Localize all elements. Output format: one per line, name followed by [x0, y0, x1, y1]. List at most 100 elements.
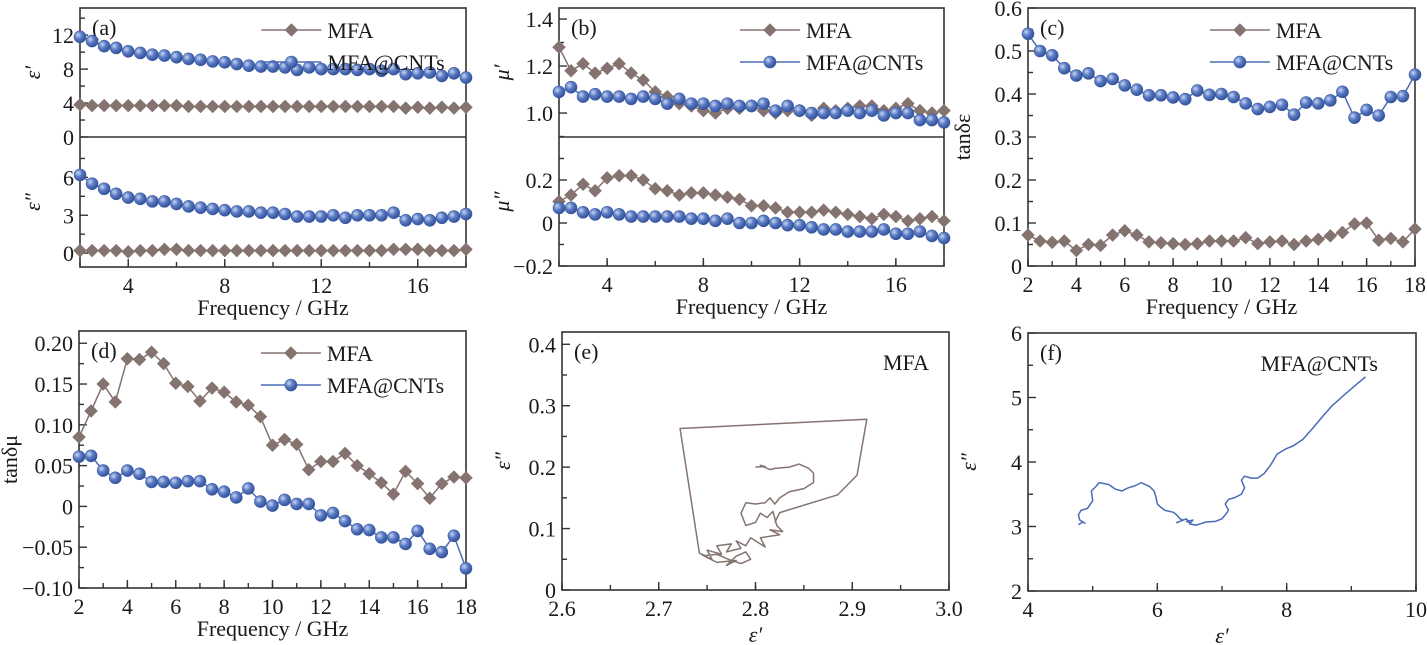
- cnt-sphere-marker: [937, 231, 951, 245]
- cnt-sphere-marker: [648, 92, 662, 106]
- mfa-diamond-marker: [108, 395, 123, 409]
- cnt-sphere-marker: [435, 69, 449, 83]
- mfa-diamond-marker: [120, 351, 135, 366]
- x-tick-label: 2: [74, 594, 85, 619]
- cnt-sphere-marker: [624, 92, 638, 106]
- cnt-sphere-marker: [194, 201, 207, 214]
- mfa-diamond-marker: [1347, 217, 1362, 231]
- cnt-sphere-marker: [194, 53, 207, 67]
- panel-c: (c) 2 4 6 8 10 12 14 16 18 Frequency / GHz 0 0.1 0.2 0…: [950, 0, 1426, 319]
- cnt-sphere-marker: [229, 491, 243, 504]
- mfa-diamond-marker: [684, 186, 699, 200]
- y-tick-label: 2: [1011, 579, 1022, 604]
- cnt-sphere-marker: [218, 203, 232, 217]
- x-tick-label: 18: [1404, 272, 1426, 297]
- mfa-diamond-marker: [1081, 237, 1096, 252]
- cnt-sphere-marker: [350, 522, 364, 536]
- cnt-sphere-marker: [660, 210, 674, 223]
- mfa-diamond-marker: [253, 409, 268, 424]
- cnt-sphere-marker: [733, 216, 746, 230]
- cnt-sphere-marker: [757, 97, 770, 110]
- mfa-diamond-marker: [864, 211, 879, 226]
- cnt-sphere-marker: [193, 474, 207, 488]
- mfa-diamond-marker: [302, 99, 317, 114]
- cnt-sphere-marker: [1191, 84, 1204, 97]
- cnt-sphere-marker: [853, 106, 867, 120]
- mfa-diamond-marker: [217, 385, 231, 400]
- y-tick-label: 0.2: [529, 455, 557, 480]
- subplot-real: [552, 40, 951, 129]
- x-tick-label: 2: [1023, 272, 1034, 297]
- x-axis-title: Frequency / GHz: [197, 616, 349, 641]
- cnt-sphere-marker: [314, 62, 328, 76]
- x-tick-label: 6: [170, 594, 181, 619]
- y-tick-label: 0.2: [526, 168, 554, 193]
- mfa-diamond-marker: [889, 209, 903, 224]
- cnt-sphere-marker: [254, 495, 267, 508]
- mfa-diamond-marker: [1154, 235, 1168, 250]
- cnt-sphere-marker: [1215, 87, 1228, 101]
- cnt-sphere-marker: [600, 205, 614, 219]
- x-tick-label: 2.7: [645, 596, 673, 621]
- cnt-sphere-marker: [829, 106, 843, 120]
- y-axis-title: tanδμ: [0, 435, 22, 484]
- mfa-diamond-marker: [447, 101, 461, 115]
- cnt-sphere-marker: [1021, 27, 1035, 41]
- cnt-sphere-marker: [1384, 90, 1398, 104]
- legend-entry-mfa-cnts: MFA@CNTs: [1209, 50, 1393, 75]
- cnt-sphere-marker: [841, 225, 855, 238]
- mfa-diamond-marker: [588, 183, 602, 198]
- mfa-diamond-marker: [266, 99, 280, 114]
- cnt-sphere-marker: [1372, 109, 1386, 122]
- x-tick-label: 4: [1023, 597, 1034, 622]
- cnt-sphere-marker: [1142, 88, 1156, 102]
- cnt-sphere-marker: [278, 207, 292, 221]
- mfa-diamond-marker: [636, 173, 651, 187]
- mfa-diamond-marker: [229, 243, 244, 258]
- mfa-diamond-marker: [374, 243, 389, 258]
- cnt-sphere-marker: [1360, 103, 1373, 117]
- panel-label: (d): [91, 338, 117, 363]
- cnt-sphere-marker: [1263, 100, 1277, 114]
- cnt-sphere-marker: [636, 90, 650, 103]
- y-tick-label: 3: [1011, 515, 1022, 540]
- y-tick-label: 0: [63, 241, 74, 266]
- mfa-diamond-marker: [338, 243, 353, 258]
- mfa-diamond-marker: [564, 63, 578, 78]
- mfa-diamond-marker: [1233, 23, 1247, 37]
- mfa-diamond-marker: [624, 168, 639, 183]
- cnt-sphere-marker: [1178, 92, 1192, 106]
- mfa-diamond-marker: [1214, 234, 1229, 248]
- mfa-diamond-marker: [1335, 225, 1350, 240]
- x-tick-label: 2.8: [742, 596, 770, 621]
- cnt-sphere-marker: [1203, 88, 1216, 102]
- y-tick-label: 0.2: [995, 168, 1023, 193]
- cnt-sphere-marker: [205, 482, 219, 496]
- mfa-diamond-marker: [181, 99, 196, 114]
- x-axis-title: Frequency / GHz: [676, 294, 828, 319]
- cnt-sphere-marker: [865, 225, 879, 238]
- panel-b: (b) 4 8 12 16 Frequency / GHz 1.0 1.2 1.4 μ′ −0.2 0…: [489, 7, 951, 319]
- cnt-sphere-marker: [85, 177, 99, 190]
- y-tick-label: 0.15: [35, 372, 74, 397]
- y-tick-label: 0.20: [35, 331, 74, 356]
- cnt-sphere-marker: [576, 205, 590, 219]
- mfa-diamond-marker: [1371, 233, 1386, 248]
- mfa-diamond-marker: [422, 243, 437, 258]
- cnt-sphere-marker: [1154, 88, 1168, 102]
- mfa-diamond-marker: [1178, 237, 1193, 252]
- mfa-diamond-marker: [1238, 230, 1253, 245]
- panel-label: (a): [92, 15, 116, 40]
- mfa-diamond-marker: [386, 242, 401, 257]
- cnt-sphere-marker: [108, 471, 122, 485]
- cnt-sphere-marker: [1251, 102, 1265, 116]
- mfa-diamond-marker: [937, 213, 951, 228]
- mfa-diamond-marker: [241, 398, 256, 413]
- mfa-diamond-marker: [876, 207, 891, 222]
- x-tick-label: 8: [1281, 597, 1292, 622]
- cnt-sphere-marker: [1166, 91, 1180, 104]
- mfa-diamond-marker: [289, 437, 304, 452]
- cnt-sphere-marker: [435, 545, 449, 559]
- mfa-diamond-marker: [600, 170, 614, 185]
- y-tick-label: 0.3: [529, 394, 557, 419]
